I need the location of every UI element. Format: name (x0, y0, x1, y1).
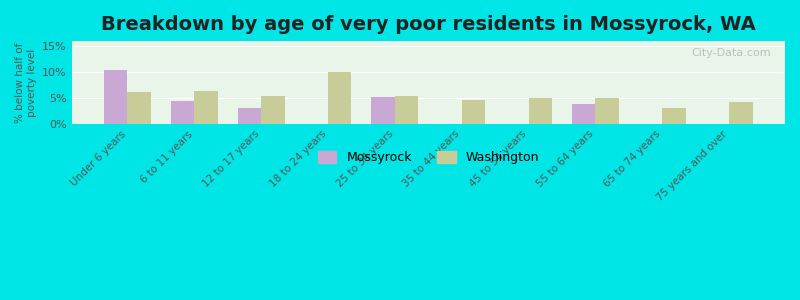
Bar (395, 95, 418, 124)
Bar (171, 101, 194, 124)
Bar (462, 100, 485, 124)
Text: City-Data.com: City-Data.com (691, 48, 770, 58)
Y-axis label: % below half of
poverty level: % below half of poverty level (15, 42, 37, 123)
Title: Breakdown by age of very poor residents in Mossyrock, WA: Breakdown by age of very poor residents … (101, 15, 756, 34)
Bar (371, 97, 395, 124)
Bar (662, 109, 686, 124)
Bar (238, 109, 261, 124)
Bar (194, 92, 218, 124)
Bar (104, 70, 127, 124)
Bar (261, 95, 285, 124)
Bar (595, 98, 619, 124)
Bar (328, 72, 351, 124)
Bar (529, 98, 552, 124)
Bar (729, 102, 753, 124)
Bar (572, 104, 595, 124)
Bar (127, 92, 151, 124)
Legend: Mossyrock, Washington: Mossyrock, Washington (313, 146, 544, 169)
